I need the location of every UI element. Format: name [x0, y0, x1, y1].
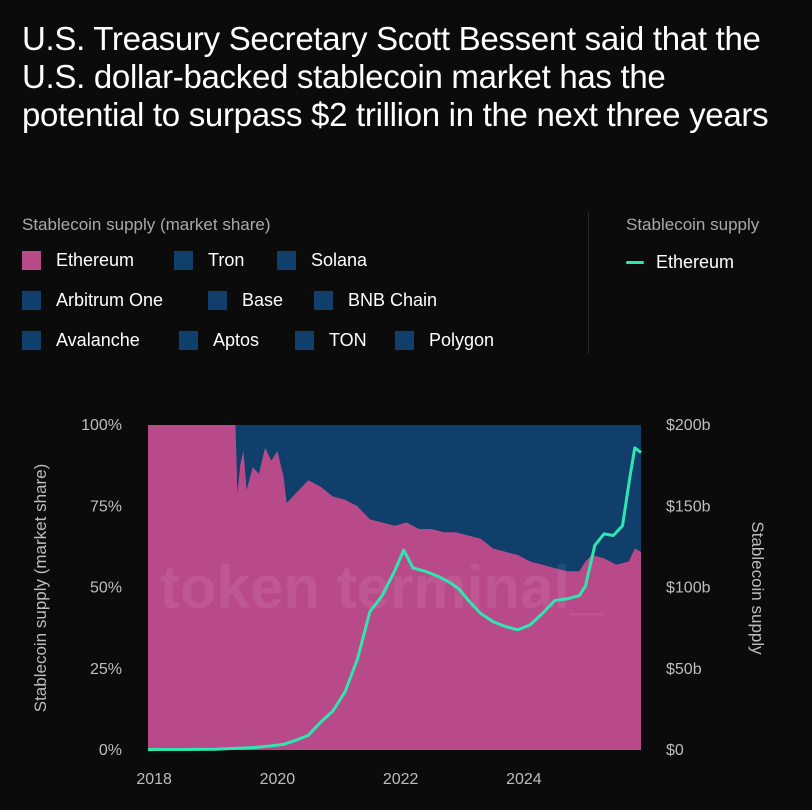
y2-tick-label: $0: [666, 742, 684, 759]
legend-label: Solana: [311, 250, 368, 270]
legend-label: Avalanche: [56, 330, 140, 350]
legend-label: Aptos: [213, 330, 260, 350]
line-swatch: [626, 261, 644, 264]
y-axis-label: Stablecoin supply (market share): [31, 464, 50, 713]
legend-swatch: [314, 291, 333, 310]
legend-item-avalanche: Avalanche: [22, 330, 140, 351]
legend-label: Tron: [208, 250, 245, 270]
legend-item-arbitrum-one: Arbitrum One: [22, 290, 163, 311]
watermark: token terminal_: [160, 554, 604, 621]
y-tick-label: 0%: [99, 742, 122, 759]
legend-label: Polygon: [429, 330, 495, 350]
legend-label: Ethereum: [656, 252, 735, 272]
y-tick-label: 50%: [90, 580, 122, 597]
legend-label: TON: [329, 330, 367, 350]
y2-tick-label: $100b: [666, 580, 711, 597]
legend-swatch: [277, 251, 296, 270]
legend-swatch: [208, 291, 227, 310]
legend-swatch: [22, 251, 41, 270]
legend-item-ton: TON: [295, 330, 367, 351]
line-ethereum-supply: [148, 446, 642, 751]
supply-legend-item-ethereum: Ethereum: [626, 252, 734, 273]
x-tick-label: 2024: [506, 771, 542, 788]
legend-swatch: [395, 331, 414, 350]
y-tick-label: 100%: [81, 417, 122, 434]
y2-tick-label: $150b: [666, 498, 711, 515]
supply-legend-title: Stablecoin supply: [626, 215, 760, 234]
x-tick-label: 2022: [383, 771, 419, 788]
legend-label: Base: [242, 290, 284, 310]
share-legend-title: Stablecoin supply (market share): [22, 215, 271, 234]
legend-item-bnb-chain: BNB Chain: [314, 290, 437, 311]
legend-item-tron: Tron: [174, 250, 244, 271]
legend-swatch: [174, 251, 193, 270]
y-tick-label: 25%: [90, 661, 122, 678]
legend-divider: [588, 212, 589, 354]
legend-swatch: [22, 291, 41, 310]
legend-label: Ethereum: [56, 250, 135, 270]
legend-label: Arbitrum One: [56, 290, 164, 310]
legend-item-aptos: Aptos: [179, 330, 259, 351]
y2-tick-label: $200b: [666, 417, 711, 434]
legend-item-ethereum: Ethereum: [22, 250, 134, 271]
headline: U.S. Treasury Secretary Scott Bessent sa…: [22, 20, 769, 133]
legend-swatch: [179, 331, 198, 350]
legend-swatch: [295, 331, 314, 350]
y-tick-label: 75%: [90, 498, 122, 515]
x-tick-label: 2018: [136, 771, 172, 788]
legend-item-solana: Solana: [277, 250, 367, 271]
x-tick-label: 2020: [260, 771, 296, 788]
legend-swatch: [22, 331, 41, 350]
area-ethereum-share: [148, 425, 641, 750]
y2-axis-label: Stablecoin supply: [748, 521, 767, 655]
legend-item-base: Base: [208, 290, 283, 311]
y2-tick-label: $50b: [666, 661, 702, 678]
legend-item-polygon: Polygon: [395, 330, 494, 351]
legend-label: BNB Chain: [348, 290, 438, 310]
